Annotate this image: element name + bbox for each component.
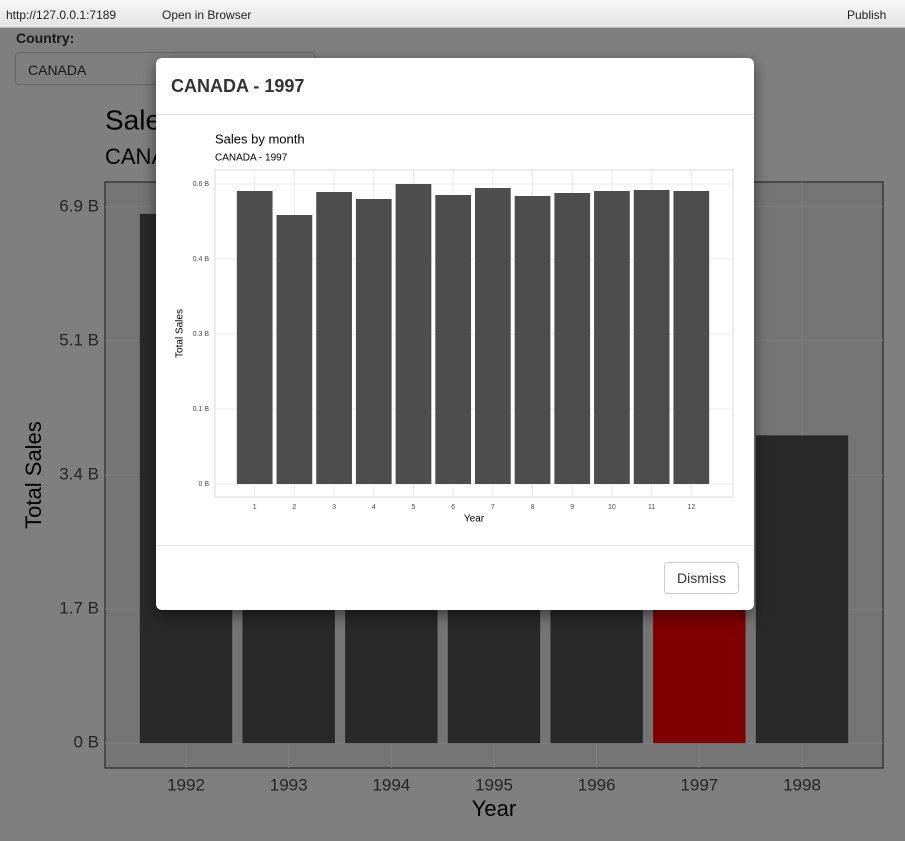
y-tick-label: 0 B bbox=[198, 481, 209, 488]
bar bbox=[395, 184, 432, 484]
x-tick-label: 7 bbox=[491, 504, 495, 511]
x-tick-label: 4 bbox=[372, 504, 376, 511]
y-axis-title: Total Sales bbox=[175, 309, 186, 358]
x-tick-label: 9 bbox=[570, 504, 574, 511]
x-tick-label: 8 bbox=[531, 504, 535, 511]
divider bbox=[156, 545, 754, 546]
y-tick-label: 0.1 B bbox=[193, 406, 210, 413]
url: http://127.0.0.1:7189 bbox=[6, 8, 117, 22]
month-chart: 1 2 3 4 5 6 7 8 9 10 11 120 B0.1 B0.3 B0.4 B0.6 BSa… bbox=[175, 131, 734, 525]
bar bbox=[474, 188, 511, 484]
x-tick-label: 3 bbox=[332, 504, 336, 511]
dismiss-button[interactable]: Dismiss bbox=[664, 562, 739, 594]
toolbar: http://127.0.0.1:7189 Open in Browser Pu… bbox=[0, 0, 905, 28]
open-in-browser[interactable]: Open in Browser bbox=[162, 8, 252, 22]
x-tick-label: 10 bbox=[608, 504, 616, 511]
bar bbox=[236, 191, 273, 484]
chart-title: Sales by month bbox=[215, 131, 305, 146]
x-tick-label: 1 bbox=[253, 504, 257, 511]
bar bbox=[316, 192, 352, 484]
y-tick-label: 0.3 B bbox=[193, 331, 210, 338]
bar bbox=[355, 199, 392, 484]
y-tick-label: 0.6 B bbox=[193, 181, 210, 188]
bar bbox=[673, 191, 710, 484]
chart-subtitle: CANADA - 1997 bbox=[215, 153, 288, 164]
bar bbox=[633, 190, 670, 484]
modal-title: CANADA - 1997 bbox=[171, 76, 305, 96]
x-tick-label: 2 bbox=[292, 504, 296, 511]
bar bbox=[514, 196, 551, 484]
divider bbox=[156, 114, 754, 115]
modal: CANADA - 1997 1 2 3 4 5 6 7 8 9 10 11 12 0 B 0.1 B 0.3… bbox=[156, 58, 754, 610]
publish[interactable]: Publish bbox=[847, 8, 887, 22]
x-axis-title: Year bbox=[464, 514, 485, 525]
bar bbox=[554, 193, 591, 484]
bar bbox=[594, 191, 630, 484]
x-tick-label: 12 bbox=[687, 504, 695, 511]
x-tick-label: 11 bbox=[648, 504, 655, 511]
bar bbox=[276, 215, 313, 484]
bar bbox=[435, 195, 472, 484]
x-tick-label: 5 bbox=[412, 504, 416, 511]
y-tick-label: 0.4 B bbox=[193, 256, 210, 263]
x-tick-label: 6 bbox=[451, 504, 455, 511]
